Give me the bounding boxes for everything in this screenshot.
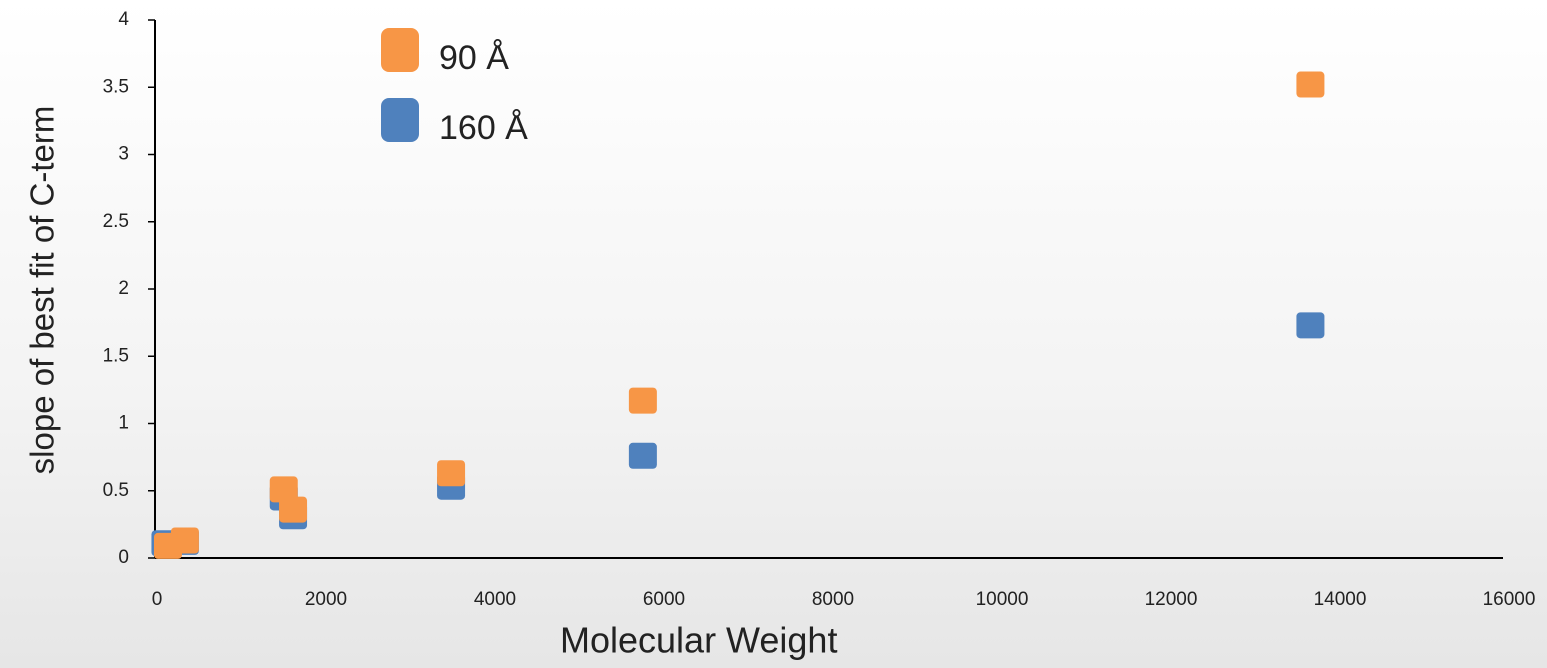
x-tick-label: 12000 [1145, 589, 1198, 610]
y-tick-label: 1 [118, 413, 129, 434]
legend-swatch [381, 98, 419, 142]
marker [1296, 312, 1325, 339]
marker [269, 476, 298, 503]
legend-label: 90 Å [439, 39, 509, 77]
y-tick-label: 1.5 [103, 345, 129, 366]
x-axis-title: Molecular Weight [560, 620, 837, 661]
y-tick-label: 2.5 [103, 211, 129, 232]
x-tick-label: 2000 [305, 589, 347, 610]
x-tick-label: 14000 [1314, 589, 1367, 610]
marker [628, 387, 657, 414]
y-axis-title: slope of best fit of C-term [24, 106, 61, 475]
marker [279, 496, 308, 523]
y-tick-label: 0.5 [103, 480, 129, 501]
y-tick-label: 4 [118, 9, 129, 30]
y-tick-label: 2 [118, 278, 129, 299]
y-tick-label: 0 [118, 547, 129, 568]
marker [628, 442, 657, 469]
legend-label: 160 Å [439, 109, 528, 147]
marker [153, 532, 182, 559]
y-tick-label: 3.5 [103, 76, 129, 97]
x-tick-label: 16000 [1483, 589, 1536, 610]
x-tick-label: 4000 [474, 589, 516, 610]
x-tick-label: 6000 [643, 589, 685, 610]
marker [1296, 71, 1325, 98]
legend-swatch [381, 28, 419, 72]
x-tick-label: 10000 [976, 589, 1029, 610]
x-tick-label: 0 [152, 589, 163, 610]
y-tick-label: 3 [118, 144, 129, 165]
marker [437, 460, 466, 487]
x-tick-label: 8000 [812, 589, 854, 610]
